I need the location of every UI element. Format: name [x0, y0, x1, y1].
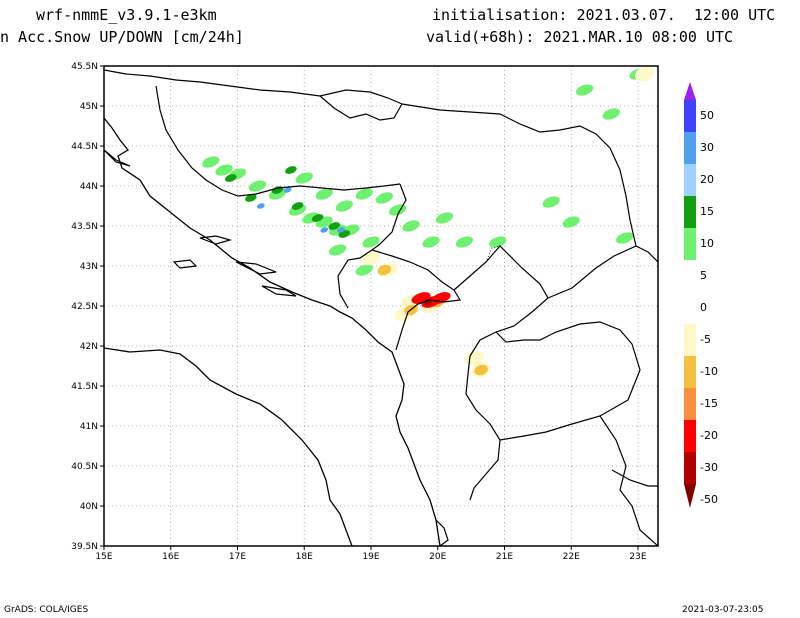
colorbar-label: -10 [700, 365, 718, 378]
init-time: initialisation: 2021.03.07. 12:00 UTC [432, 6, 776, 24]
variable-title: n Acc.Snow UP/DOWN [cm/24h] [0, 28, 244, 46]
lon-tick-label: 19E [362, 552, 379, 562]
lat-tick-label: 45.5N [71, 62, 98, 72]
colorbar-segment [684, 420, 696, 452]
lat-tick-label: 41.5N [71, 382, 98, 392]
snow-blue-patch [320, 227, 329, 233]
colorbar-label: 10 [700, 237, 714, 250]
colorbar-segment [684, 228, 696, 260]
colorbar-label: -30 [700, 461, 718, 474]
credit-label: GrADS: COLA/IGES [4, 605, 89, 615]
colorbar-segment [684, 452, 696, 484]
colorbar-segment [684, 388, 696, 420]
snow-blue-patch [257, 203, 265, 209]
colorbar-label: -50 [700, 493, 718, 506]
lon-tick-label: 15E [95, 552, 112, 562]
colorbar-segment [684, 324, 696, 356]
axis-ticks: 45.5N 45N 44.5N 44N 43.5N 43N 42.5N 42N 41.5N 41N… [71, 62, 647, 562]
snow-light-green-patch [542, 196, 560, 208]
lon-tick-label: 17E [229, 552, 246, 562]
snow-light-green-patch [355, 188, 373, 200]
snow-dark-green-patch [311, 214, 324, 222]
model-title: wrf-nmmE_v3.9.1-e3km [36, 6, 217, 24]
colorbar-label: 0 [700, 301, 707, 314]
colorbar-label: 15 [700, 205, 714, 218]
lat-lon-grid [103, 65, 658, 547]
snow-orange-patch [474, 364, 488, 376]
lon-tick-label: 18E [296, 552, 313, 562]
snow-dark-green-patch [291, 202, 304, 210]
snow-light-green-patch [562, 216, 580, 228]
colorbar-segment [684, 100, 696, 132]
snow-light-green-patch [489, 236, 507, 248]
snow-light-green-patch [615, 232, 634, 244]
snow-light-green-patch [455, 236, 474, 248]
lat-tick-label: 39.5N [71, 542, 98, 552]
colorbar-segment [684, 292, 696, 324]
lat-tick-label: 41N [80, 422, 98, 432]
snow-light-green-patch [248, 180, 267, 192]
lat-tick-label: 40.5N [71, 462, 98, 472]
snow-dark-green-patch [285, 166, 297, 174]
snow-light-green-patch [355, 264, 373, 276]
lat-tick-label: 40N [80, 502, 98, 512]
colorbar-segment [684, 132, 696, 164]
lon-tick-label: 23E [629, 552, 646, 562]
lat-tick-label: 45N [80, 102, 98, 112]
lon-tick-label: 22E [563, 552, 580, 562]
snow-light-green-patch [335, 200, 353, 212]
snow-light-green-patch [362, 236, 380, 248]
colorbar-label: 5 [700, 269, 707, 282]
valid-time: valid(+68h): 2021.MAR.10 08:00 UTC [426, 28, 734, 46]
snow-field [202, 66, 655, 378]
coastlines-borders [104, 69, 658, 546]
colorbar-label: -5 [700, 333, 711, 346]
snow-light-green-patch [575, 84, 594, 96]
colorbar-label: 30 [700, 141, 714, 154]
snow-yellow-patch [634, 66, 655, 82]
colorbar-label: 50 [700, 109, 714, 122]
snow-blue-patch [337, 227, 345, 233]
colorbar-label: 20 [700, 173, 714, 186]
snow-orange-patch [377, 264, 392, 276]
colorbar-label: -15 [700, 397, 718, 410]
lon-tick-label: 16E [162, 552, 179, 562]
lat-tick-label: 43.5N [71, 222, 98, 232]
lon-tick-label: 21E [496, 552, 513, 562]
colorbar-segment [684, 260, 696, 292]
timestamp-label: 2021-03-07-23:05 [682, 605, 764, 615]
lat-tick-label: 42N [80, 342, 98, 352]
snow-light-green-patch [422, 236, 440, 248]
colorbar-bottom-arrow [684, 484, 696, 508]
colorbar-top-arrow [684, 82, 696, 100]
snow-light-green-patch [315, 188, 333, 200]
lat-tick-label: 42.5N [71, 302, 98, 312]
lat-tick-label: 44N [80, 182, 98, 192]
snow-light-green-patch [202, 156, 220, 168]
lat-tick-label: 43N [80, 262, 98, 272]
snow-light-green-patch [402, 220, 420, 232]
snow-light-green-patch [328, 244, 347, 256]
colorbar-segment [684, 164, 696, 196]
colorbar-label: -20 [700, 429, 718, 442]
snow-blue-patch [283, 187, 292, 193]
snow-dark-green-patch [245, 194, 257, 202]
snow-light-green-patch [435, 212, 454, 224]
snow-light-green-patch [375, 192, 393, 204]
colorbar-segment [684, 196, 696, 228]
snow-light-green-patch [295, 172, 313, 184]
snow-dark-green-patch [328, 222, 341, 230]
snow-light-green-patch [602, 108, 620, 120]
colorbar-segment [684, 356, 696, 388]
snow-light-green-patch [215, 164, 233, 176]
lon-tick-label: 20E [429, 552, 446, 562]
snow-dark-green-patch [225, 174, 237, 182]
lat-tick-label: 44.5N [71, 142, 98, 152]
